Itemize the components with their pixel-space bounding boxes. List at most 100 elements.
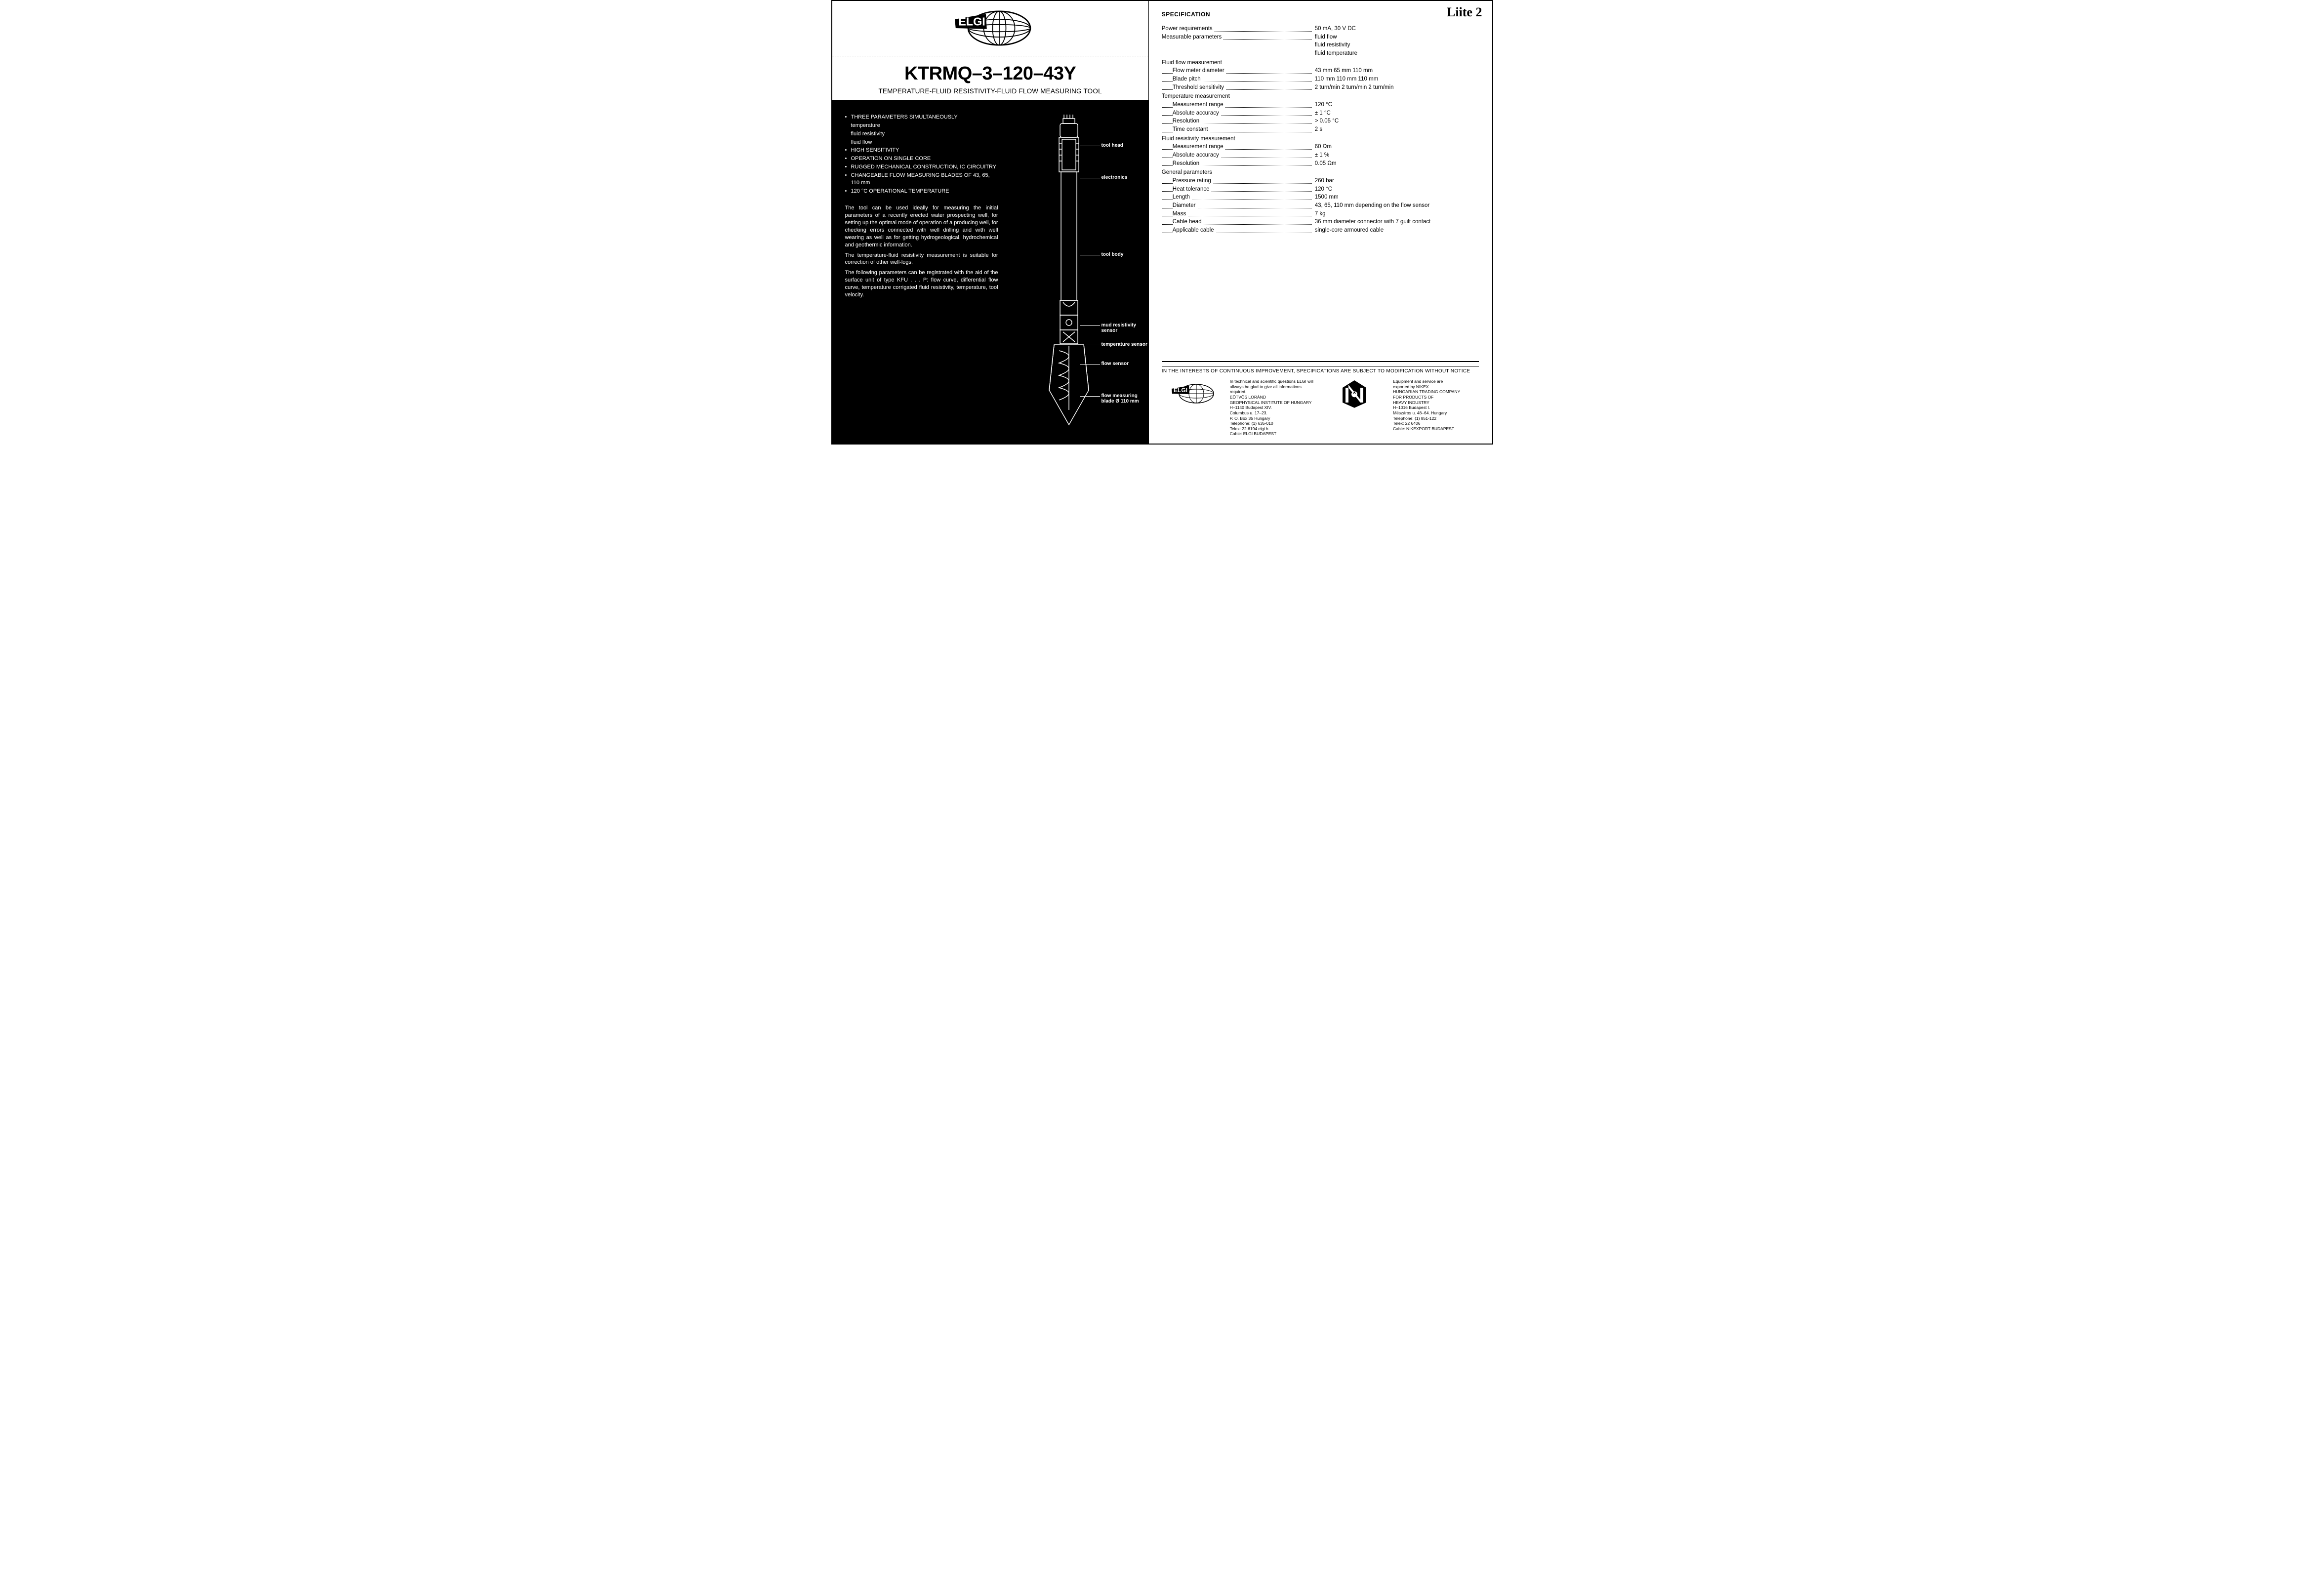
footer-contact-elgi: In technical and scientific questions EL… xyxy=(1230,379,1316,437)
callout-label: mud resistivity sensor xyxy=(1101,323,1145,333)
spec-value: 120 °C xyxy=(1315,185,1479,194)
spec-group-heading: Fluid flow measurement xyxy=(1162,59,1479,67)
spec-row: Pressure rating260 bar xyxy=(1162,177,1479,185)
spec-label: Length xyxy=(1162,193,1315,202)
footer-line: Mészáros u. 48–64. Hungary xyxy=(1393,410,1479,416)
nikex-footer-logo xyxy=(1325,379,1384,411)
spec-row: Applicable cablesingle-core armoured cab… xyxy=(1162,226,1479,235)
feature-paragraph: The following parameters can be registra… xyxy=(845,269,998,298)
feature-item: OPERATION ON SINGLE CORE xyxy=(845,155,998,162)
spec-heading: SPECIFICATION xyxy=(1162,11,1479,18)
spec-value: 2 s xyxy=(1315,125,1479,134)
spec-label: Temperature measurement xyxy=(1162,92,1315,101)
footer-line: EÖTVÖS LORÁND xyxy=(1230,395,1316,400)
spec-value: 260 bar xyxy=(1315,177,1479,185)
spec-row: Measurement range60 Ωm xyxy=(1162,143,1479,151)
model-subtitle: TEMPERATURE-FLUID RESISTIVITY-FLUID FLOW… xyxy=(837,87,1143,95)
model-code: KTRMQ–3–120–43Y xyxy=(837,63,1143,84)
footer-line: exported by NIKEX xyxy=(1393,384,1479,390)
spec-row: Measurable parametersfluid flow xyxy=(1162,33,1479,41)
spec-value: 1500 mm xyxy=(1315,193,1479,202)
callout-line xyxy=(1080,396,1100,397)
spec-row: Cable head36 mm diameter connector with … xyxy=(1162,218,1479,226)
dark-feature-panel: THREE PARAMETERS SIMULTANEOUSLYtemperatu… xyxy=(832,100,1148,444)
spec-label: Resolution xyxy=(1162,117,1315,125)
spec-value: ± 1 °C xyxy=(1315,109,1479,118)
tool-cross-section-svg xyxy=(998,114,1140,430)
spec-label: Fluid flow measurement xyxy=(1162,59,1315,67)
spec-row: fluid temperature xyxy=(1162,49,1479,58)
brand-logo-area: ELGI xyxy=(832,1,1148,56)
spec-row: Absolute accuracy± 1 °C xyxy=(1162,109,1479,118)
feature-list: THREE PARAMETERS SIMULTANEOUSLYtemperatu… xyxy=(845,114,998,195)
title-block: KTRMQ–3–120–43Y TEMPERATURE-FLUID RESIST… xyxy=(832,56,1148,100)
footer-line: HEAVY INDUSTRY xyxy=(1393,400,1479,405)
spec-row: Length1500 mm xyxy=(1162,193,1479,202)
spec-label: Applicable cable xyxy=(1162,226,1315,235)
footer-line: Telephone: (1) 851-122 xyxy=(1393,416,1479,421)
spec-label: Flow meter diameter xyxy=(1162,67,1315,75)
tool-diagram: tool headelectronicstool bodymud resisti… xyxy=(998,114,1140,435)
spec-value: 43, 65, 110 mm depending on the flow sen… xyxy=(1315,202,1479,210)
right-panel: Liite 2 SPECIFICATION Power requirements… xyxy=(1149,1,1492,444)
spec-label: Cable head xyxy=(1162,218,1315,226)
spec-value: 0.05 Ωm xyxy=(1315,160,1479,168)
spec-value: 110 mm 110 mm 110 mm xyxy=(1315,75,1479,83)
spec-row: fluid resistivity xyxy=(1162,41,1479,49)
elgi-globe-logo: ELGI xyxy=(946,6,1035,50)
spec-row: Blade pitch110 mm 110 mm 110 mm xyxy=(1162,75,1479,83)
spec-label xyxy=(1162,49,1315,58)
spec-value xyxy=(1315,92,1479,101)
spec-row: Diameter43, 65, 110 mm depending on the … xyxy=(1162,202,1479,210)
svg-text:ELGI: ELGI xyxy=(1174,387,1187,394)
spec-label xyxy=(1162,41,1315,49)
spec-value xyxy=(1315,168,1479,177)
spec-label: Threshold sensitivity xyxy=(1162,83,1315,92)
spec-group-heading: Fluid resistivity measurement xyxy=(1162,135,1479,143)
footer-line: H–1140 Budapest XIV. xyxy=(1230,405,1316,410)
footer-line: allways be glad to give all informations… xyxy=(1230,384,1316,395)
spec-value: 7 kg xyxy=(1315,210,1479,218)
elgi-footer-logo: ELGI xyxy=(1162,379,1221,411)
spec-row: Mass7 kg xyxy=(1162,210,1479,218)
spec-label: Absolute accuracy xyxy=(1162,151,1315,160)
spec-value: > 0.05 °C xyxy=(1315,117,1479,125)
footer-block: IN THE INTERESTS OF CONTINUOUS IMPROVEME… xyxy=(1162,361,1479,437)
spec-label: Fluid resistivity measurement xyxy=(1162,135,1315,143)
spec-label: Blade pitch xyxy=(1162,75,1315,83)
spec-group-heading: General parameters xyxy=(1162,168,1479,177)
spec-label: Pressure rating xyxy=(1162,177,1315,185)
spec-value: ± 1 % xyxy=(1315,151,1479,160)
footer-notice: IN THE INTERESTS OF CONTINUOUS IMPROVEME… xyxy=(1162,366,1479,374)
left-panel: ELGI KTRMQ–3–120–43Y TEMPERATURE-FLUID R… xyxy=(832,1,1149,444)
footer-line: Columbus u. 17–23. xyxy=(1230,410,1316,416)
feature-item: HIGH SENSITIVITY xyxy=(845,147,998,154)
spec-label: General parameters xyxy=(1162,168,1315,177)
callout-label: tool body xyxy=(1101,252,1123,257)
spec-value: 43 mm 65 mm 110 mm xyxy=(1315,67,1479,75)
spec-row: Time constant2 s xyxy=(1162,125,1479,134)
spec-label: Power requirements xyxy=(1162,25,1315,33)
feature-item: temperature xyxy=(845,122,998,129)
spec-row: Absolute accuracy± 1 % xyxy=(1162,151,1479,160)
spec-row: Resolution0.05 Ωm xyxy=(1162,160,1479,168)
footer-line: P. O. Box 35 Hungary xyxy=(1230,416,1316,421)
feature-text-column: THREE PARAMETERS SIMULTANEOUSLYtemperatu… xyxy=(845,114,998,435)
spec-table: Power requirements50 mA, 30 V DCMeasurab… xyxy=(1162,25,1479,235)
feature-item: 120 °C OPERATIONAL TEMPERATURE xyxy=(845,188,998,195)
spec-label: Measurement range xyxy=(1162,101,1315,109)
spec-value: 60 Ωm xyxy=(1315,143,1479,151)
footer-line: In technical and scientific questions EL… xyxy=(1230,379,1316,384)
footer-line: Telex: 22 6406 xyxy=(1393,421,1479,426)
spec-row: Power requirements50 mA, 30 V DC xyxy=(1162,25,1479,33)
callout-label: temperature sensor xyxy=(1101,342,1147,347)
footer-line: GEOPHYSICAL INSTITUTE OF HUNGARY xyxy=(1230,400,1316,405)
spec-label: Mass xyxy=(1162,210,1315,218)
brand-text: ELGI xyxy=(958,15,985,28)
footer-line: Equipment and service are xyxy=(1393,379,1479,384)
footer-contact-nikex: Equipment and service areexported by NIK… xyxy=(1393,379,1479,431)
spec-value: 50 mA, 30 V DC xyxy=(1315,25,1479,33)
spec-label: Measurable parameters xyxy=(1162,33,1315,41)
page-root: ELGI KTRMQ–3–120–43Y TEMPERATURE-FLUID R… xyxy=(831,0,1493,445)
footer-columns: ELGI In technical and scientific questio… xyxy=(1162,379,1479,437)
